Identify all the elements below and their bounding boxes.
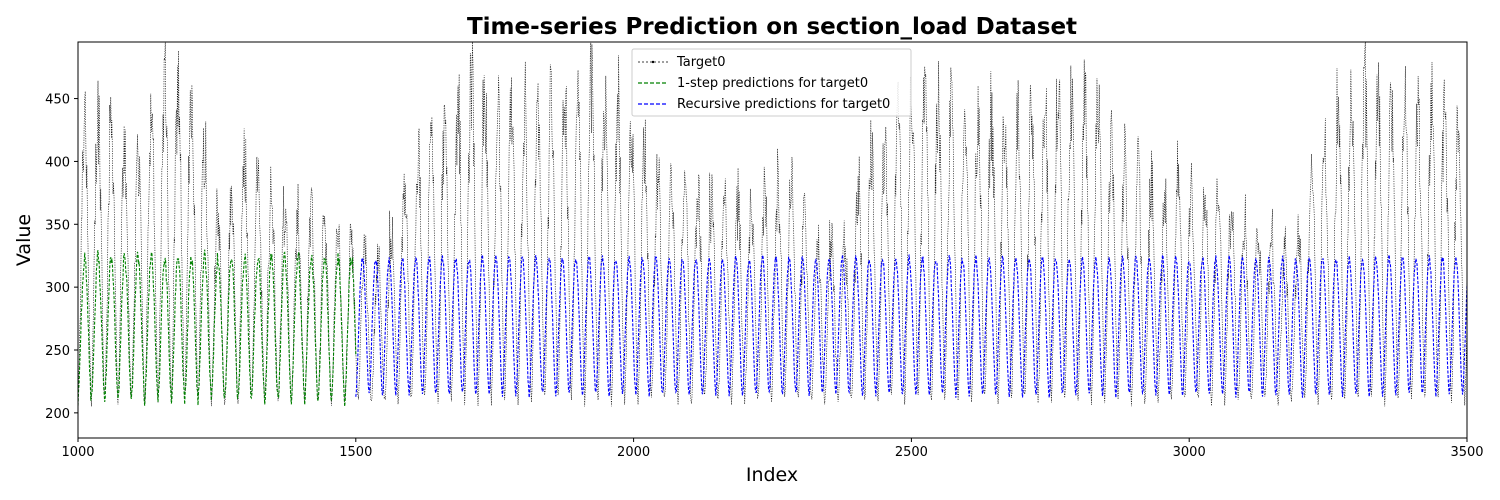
chart-title: Time-series Prediction on section_load D… bbox=[467, 14, 1077, 40]
legend-marker-target0 bbox=[651, 60, 655, 64]
legend-label-target0: Target0 bbox=[676, 55, 726, 70]
y-tick-label: 400 bbox=[45, 155, 70, 170]
x-tick-label: 2000 bbox=[617, 445, 650, 460]
x-tick-label: 2500 bbox=[895, 445, 928, 460]
x-axis: 1000 1500 2000 2500 3000 3500 bbox=[61, 438, 1484, 460]
plot-frame bbox=[77, 41, 1468, 439]
legend-label-1step: 1-step predictions for target0 bbox=[677, 76, 868, 91]
x-tick-label: 1500 bbox=[339, 445, 372, 460]
y-tick-label: 250 bbox=[45, 344, 70, 359]
legend-box bbox=[631, 48, 912, 117]
y-tick-label: 200 bbox=[45, 407, 70, 422]
legend-label-recursive: Recursive predictions for target0 bbox=[677, 97, 890, 112]
x-tick-label: 3500 bbox=[1450, 445, 1483, 460]
y-tick-label: 450 bbox=[45, 93, 70, 108]
series-line-1step-predictions bbox=[78, 249, 357, 407]
series-layer bbox=[78, 42, 1467, 407]
y-axis-label: Value bbox=[13, 214, 35, 266]
x-axis-label: Index bbox=[746, 464, 798, 486]
y-axis: 200 250 300 350 400 450 bbox=[45, 93, 78, 422]
x-tick-label: 3000 bbox=[1173, 445, 1206, 460]
y-tick-label: 350 bbox=[45, 218, 70, 233]
y-tick-label: 300 bbox=[45, 281, 70, 296]
legend: Target0 1-step predictions for target0 R… bbox=[631, 48, 912, 117]
series-line-recursive-predictions bbox=[355, 254, 1467, 398]
x-tick-label: 1000 bbox=[61, 445, 94, 460]
